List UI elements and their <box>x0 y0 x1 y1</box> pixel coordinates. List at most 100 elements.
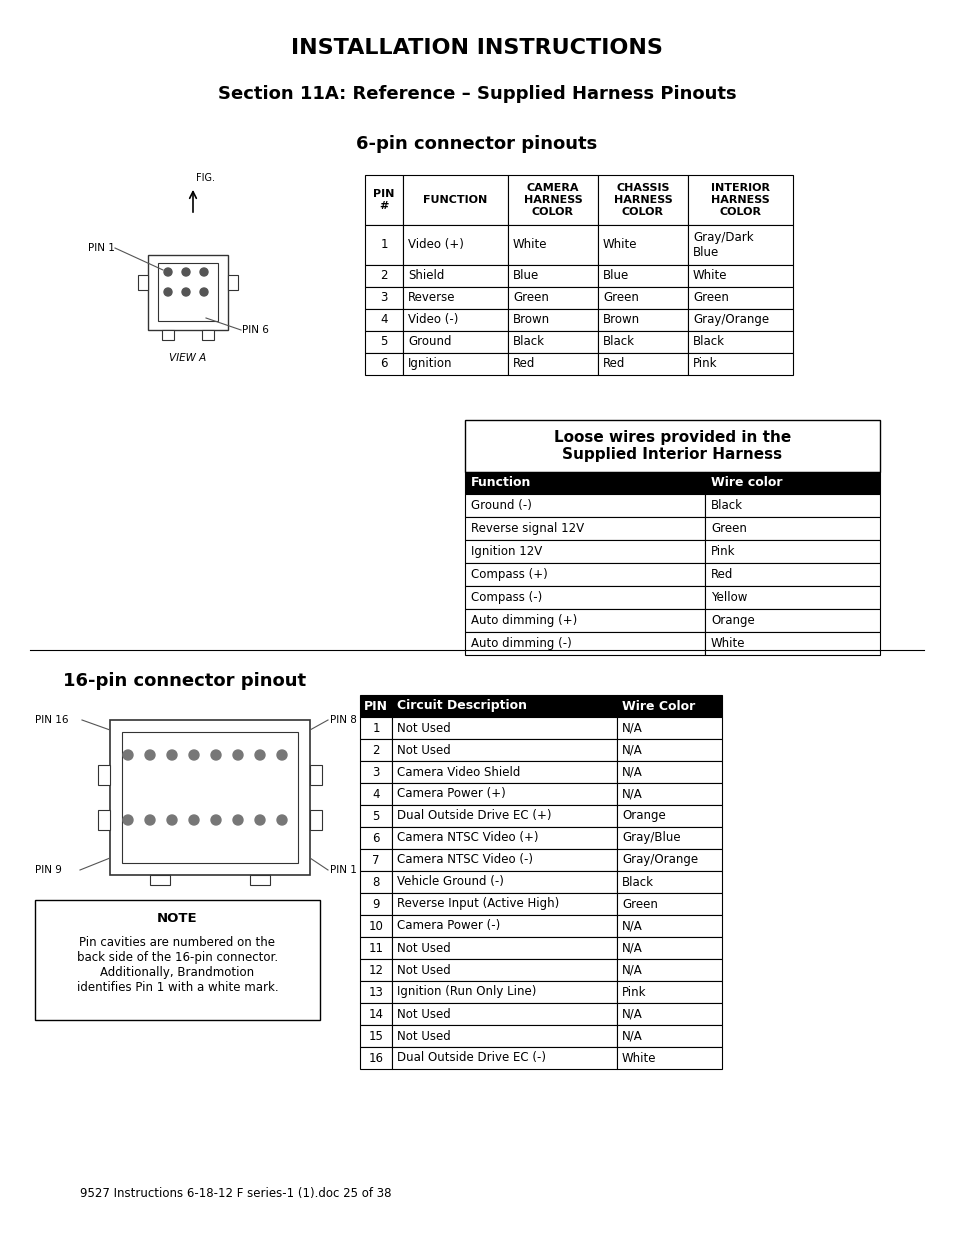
Bar <box>704 517 879 540</box>
Text: Not Used: Not Used <box>396 743 450 757</box>
Bar <box>359 915 392 937</box>
Text: Orange: Orange <box>710 614 754 627</box>
Bar <box>617 871 721 893</box>
Bar <box>392 893 617 915</box>
Bar <box>704 632 879 655</box>
Circle shape <box>276 815 287 825</box>
Bar <box>359 783 392 805</box>
Text: Gray/Blue: Gray/Blue <box>621 831 679 845</box>
Circle shape <box>189 815 199 825</box>
Circle shape <box>233 815 243 825</box>
Circle shape <box>254 750 265 760</box>
Text: Video (-): Video (-) <box>408 314 457 326</box>
Bar <box>687 353 792 374</box>
Text: Gray/Orange: Gray/Orange <box>621 853 698 867</box>
Bar <box>110 720 310 876</box>
Text: 9527 Instructions 6-18-12 F series-1 (1).doc 25 of 38: 9527 Instructions 6-18-12 F series-1 (1)… <box>80 1187 391 1200</box>
Text: Gray/Orange: Gray/Orange <box>692 314 768 326</box>
Circle shape <box>167 750 177 760</box>
Text: 10: 10 <box>368 920 383 932</box>
Text: Video (+): Video (+) <box>408 238 463 251</box>
Text: Camera NTSC Video (-): Camera NTSC Video (-) <box>396 853 533 867</box>
Text: 3: 3 <box>380 291 387 304</box>
Text: FUNCTION: FUNCTION <box>423 195 487 205</box>
Bar <box>359 1003 392 1025</box>
Bar <box>464 540 704 563</box>
Text: 4: 4 <box>380 314 387 326</box>
Bar <box>359 827 392 848</box>
Text: Camera Power (-): Camera Power (-) <box>396 920 499 932</box>
Bar <box>507 175 598 225</box>
Text: Camera Video Shield: Camera Video Shield <box>396 766 519 778</box>
Text: Function: Function <box>471 477 531 489</box>
Bar <box>392 695 617 718</box>
Bar <box>359 871 392 893</box>
Bar <box>704 540 879 563</box>
Text: Red: Red <box>513 357 535 370</box>
Bar <box>359 695 392 718</box>
Bar <box>464 585 704 609</box>
Bar <box>365 331 402 353</box>
Text: PIN: PIN <box>364 699 388 713</box>
Bar <box>392 761 617 783</box>
Text: Ground: Ground <box>408 335 451 348</box>
Bar <box>359 1047 392 1070</box>
Text: White: White <box>710 637 744 650</box>
Bar <box>310 764 322 785</box>
Text: Compass (-): Compass (-) <box>471 592 541 604</box>
Text: Black: Black <box>602 335 635 348</box>
Bar <box>617 893 721 915</box>
Text: Pin cavities are numbered on the
back side of the 16-pin connector.
Additionally: Pin cavities are numbered on the back si… <box>76 936 278 994</box>
Text: INTERIOR
HARNESS
COLOR: INTERIOR HARNESS COLOR <box>710 184 769 216</box>
Bar <box>392 1025 617 1047</box>
Bar <box>162 330 173 340</box>
Bar <box>392 718 617 739</box>
Text: PIN 16: PIN 16 <box>35 715 69 725</box>
Bar <box>598 264 687 287</box>
Text: NOTE: NOTE <box>157 911 197 925</box>
Bar <box>392 1003 617 1025</box>
Text: CAMERA
HARNESS
COLOR: CAMERA HARNESS COLOR <box>523 184 581 216</box>
Bar <box>365 225 402 264</box>
Text: Yellow: Yellow <box>710 592 746 604</box>
Bar <box>464 563 704 585</box>
Text: CHASSIS
HARNESS
COLOR: CHASSIS HARNESS COLOR <box>613 184 672 216</box>
Bar <box>507 353 598 374</box>
Bar <box>617 805 721 827</box>
Text: Not Used: Not Used <box>396 1030 450 1042</box>
Text: Loose wires provided in the
Supplied Interior Harness: Loose wires provided in the Supplied Int… <box>554 430 790 462</box>
Bar <box>250 876 270 885</box>
Text: PIN 1: PIN 1 <box>330 864 356 876</box>
Text: 5: 5 <box>380 335 387 348</box>
Circle shape <box>182 288 190 296</box>
Text: 11: 11 <box>368 941 383 955</box>
Bar <box>392 848 617 871</box>
Bar <box>687 331 792 353</box>
Circle shape <box>233 750 243 760</box>
Text: 13: 13 <box>368 986 383 999</box>
Text: Camera NTSC Video (+): Camera NTSC Video (+) <box>396 831 537 845</box>
Bar <box>392 871 617 893</box>
Circle shape <box>182 268 190 275</box>
Bar <box>98 764 110 785</box>
Bar <box>365 175 402 225</box>
Text: Brown: Brown <box>602 314 639 326</box>
Bar <box>617 761 721 783</box>
Bar <box>392 827 617 848</box>
Bar <box>359 937 392 960</box>
Text: 6: 6 <box>380 357 387 370</box>
Bar <box>598 353 687 374</box>
Bar <box>392 915 617 937</box>
Bar <box>402 309 507 331</box>
Bar <box>148 254 228 330</box>
Text: N/A: N/A <box>621 963 642 977</box>
Bar <box>150 876 170 885</box>
Text: Brown: Brown <box>513 314 550 326</box>
Text: White: White <box>621 1051 656 1065</box>
Bar <box>464 517 704 540</box>
Text: Auto dimming (+): Auto dimming (+) <box>471 614 577 627</box>
Bar <box>402 353 507 374</box>
Text: Ground (-): Ground (-) <box>471 499 532 513</box>
Text: Dual Outside Drive EC (+): Dual Outside Drive EC (+) <box>396 809 551 823</box>
Text: 1: 1 <box>372 721 379 735</box>
